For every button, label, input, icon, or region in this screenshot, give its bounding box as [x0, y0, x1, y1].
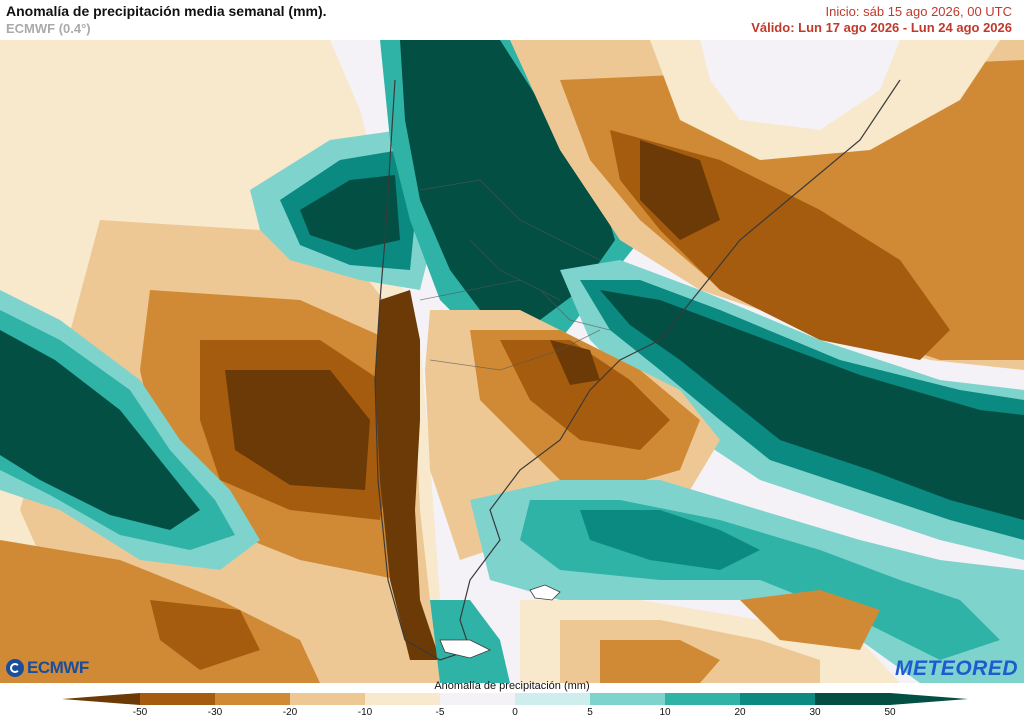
legend-tick: 20 — [734, 707, 746, 718]
brazil-coast-neutral — [700, 40, 900, 130]
peru-wet-core — [300, 175, 400, 250]
ecmwf-logo-text: ECMWF — [27, 658, 89, 677]
chile-coast-strip — [375, 290, 440, 660]
legend-tick: 10 — [659, 707, 671, 718]
legend-swatch — [515, 693, 590, 705]
tierra-del-fuego — [439, 639, 491, 659]
legend-tick: -10 — [357, 707, 373, 718]
legend-tick: 50 — [884, 707, 896, 718]
argentina-dry-strong — [500, 340, 670, 450]
init-time: Inicio: sáb 15 ago 2026, 00 UTC — [825, 4, 1012, 19]
brazil-wet-core — [400, 40, 615, 320]
country-borders — [419, 179, 611, 371]
map-title: Anomalía de precipitación media semanal … — [6, 3, 327, 19]
legend-tick: 30 — [809, 707, 821, 718]
legend-tick: -50 — [132, 707, 148, 718]
legend-swatch — [140, 693, 215, 705]
pacific-dry-extreme — [225, 370, 370, 490]
legend-colorbar — [62, 693, 968, 705]
pacific-wet-band-core — [0, 330, 200, 530]
south-atlantic-wet-core — [580, 510, 760, 570]
legend-tick: -5 — [435, 707, 445, 718]
map-canvas — [0, 40, 1024, 683]
legend-low-extend — [62, 693, 140, 705]
legend-swatch — [440, 693, 515, 705]
ecmwf-logo-icon — [6, 659, 24, 677]
legend-swatch — [215, 693, 290, 705]
meteored-logo: METEORED — [894, 657, 1018, 680]
legend-swatch — [290, 693, 365, 705]
valid-period: Válido: Lun 17 ago 2026 - Lun 24 ago 202… — [751, 20, 1012, 35]
atlantic-wet-core — [600, 290, 1024, 520]
falkland-islands — [529, 584, 561, 601]
legend-swatch — [590, 693, 665, 705]
model-label: ECMWF (0.4°) — [6, 21, 91, 36]
atlantic-dry-extreme — [640, 140, 720, 240]
legend-tick: 0 — [512, 707, 518, 718]
legend-tick: -20 — [282, 707, 298, 718]
argentina-dry-extreme — [550, 340, 600, 385]
ecmwf-logo: ECMWF — [6, 658, 89, 678]
south-america-coastline — [374, 79, 901, 661]
pacific-south-dry-strong — [150, 600, 260, 670]
legend-swatch — [365, 693, 440, 705]
legend-tick: 5 — [587, 707, 593, 718]
south-dry — [600, 640, 720, 683]
legend-title: Anomalía de precipitación (mm) — [434, 680, 590, 692]
southwest-dry — [740, 590, 880, 650]
legend-swatch — [740, 693, 815, 705]
legend-swatch — [665, 693, 740, 705]
legend-high-extend — [890, 693, 968, 705]
precipitation-anomaly-map[interactable] — [0, 40, 1024, 683]
legend-tick-labels: -50 -30 -20 -10 -5 0 5 10 20 30 50 — [0, 707, 1024, 719]
legend-tick: -30 — [207, 707, 223, 718]
legend-swatch — [815, 693, 890, 705]
